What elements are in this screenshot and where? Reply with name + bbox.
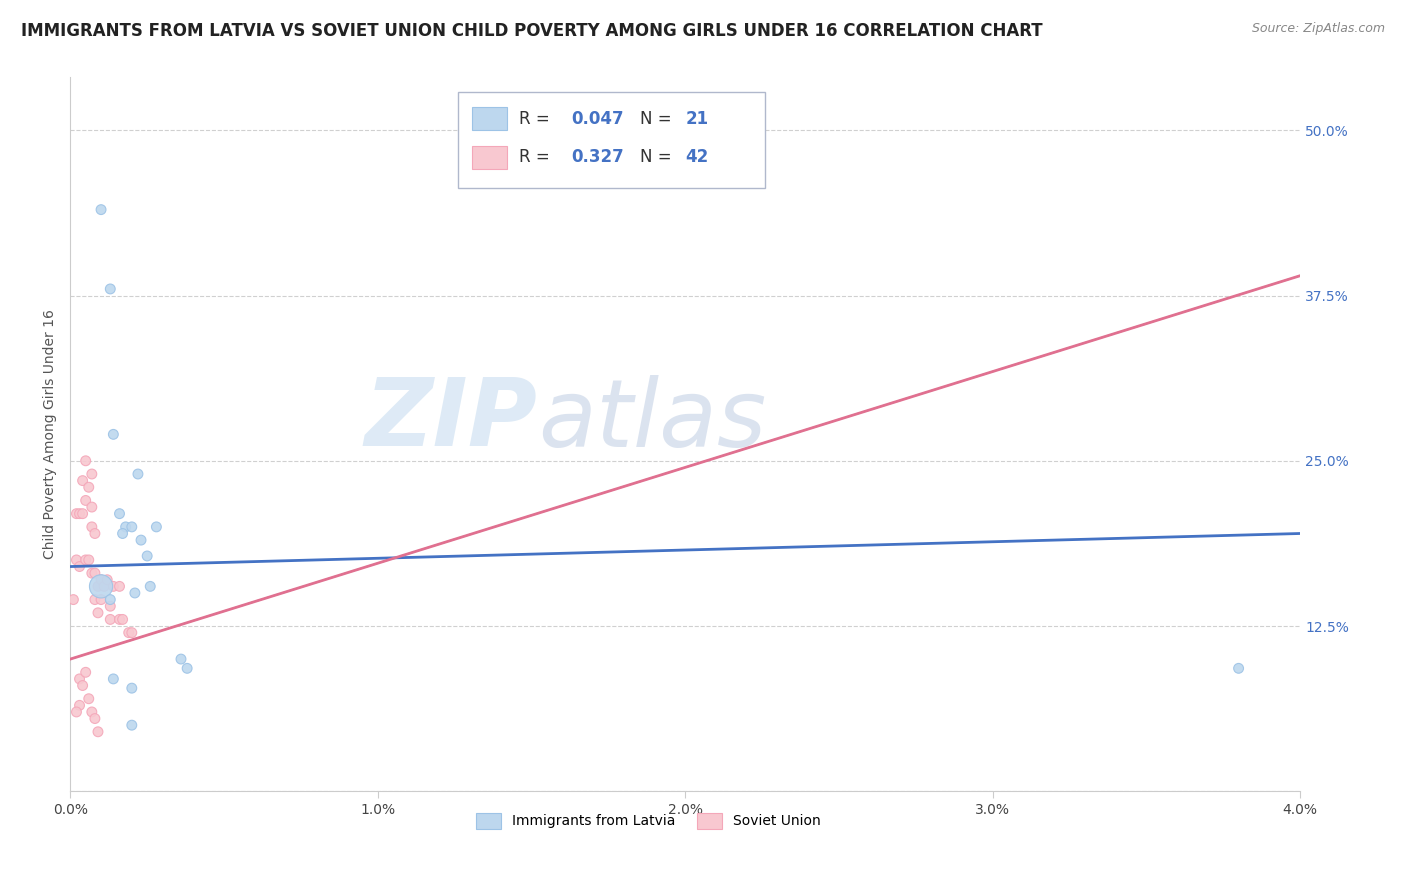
Point [77,480,100,494]
Point [170,652,193,666]
Point [84,526,107,541]
Point [90,573,112,587]
Point [108,579,131,593]
Point [1227,661,1250,675]
Point [129,533,152,547]
Text: 0.327: 0.327 [571,148,624,167]
Point [84,566,107,581]
Point [80,500,103,514]
Point [121,718,143,732]
Point [90,202,112,217]
Text: R =: R = [519,148,555,167]
Point [103,672,125,686]
FancyBboxPatch shape [472,146,508,169]
Point [103,427,125,442]
Point [98,612,121,626]
Text: N =: N = [640,148,676,167]
Point [114,520,136,534]
Text: atlas: atlas [537,375,766,466]
Point [65,553,87,567]
Point [127,467,149,481]
Point [72,507,94,521]
Point [77,691,100,706]
Point [93,579,115,593]
Point [90,579,112,593]
Text: ZIP: ZIP [364,374,537,467]
Point [118,625,141,640]
Point [111,612,134,626]
Y-axis label: Child Poverty Among Girls Under 16: Child Poverty Among Girls Under 16 [44,310,58,559]
Point [136,549,159,563]
Point [80,705,103,719]
Point [103,579,125,593]
Point [98,592,121,607]
Point [108,507,131,521]
Point [65,507,87,521]
Point [98,599,121,614]
Point [121,681,143,695]
Point [124,586,146,600]
Text: N =: N = [640,110,676,128]
Point [84,592,107,607]
Point [121,625,143,640]
Text: 21: 21 [685,110,709,128]
Point [69,672,91,686]
Point [80,467,103,481]
Text: R =: R = [519,110,555,128]
FancyBboxPatch shape [458,92,765,188]
Point [69,507,91,521]
FancyBboxPatch shape [472,107,508,130]
Point [90,592,112,607]
Point [62,592,84,607]
Point [75,665,97,680]
Legend: Immigrants from Latvia, Soviet Union: Immigrants from Latvia, Soviet Union [471,807,825,834]
Point [75,493,97,508]
Point [121,520,143,534]
Point [80,520,103,534]
Point [87,606,110,620]
Point [87,724,110,739]
Text: IMMIGRANTS FROM LATVIA VS SOVIET UNION CHILD POVERTY AMONG GIRLS UNDER 16 CORREL: IMMIGRANTS FROM LATVIA VS SOVIET UNION C… [21,22,1043,40]
Point [139,579,162,593]
Point [176,661,198,675]
Point [87,579,110,593]
Point [69,559,91,574]
Point [111,526,134,541]
Point [75,553,97,567]
Text: 42: 42 [685,148,709,167]
Point [84,712,107,726]
Point [72,679,94,693]
Point [145,520,167,534]
Text: 0.047: 0.047 [571,110,623,128]
Point [65,705,87,719]
Point [72,474,94,488]
Point [75,454,97,468]
Point [69,698,91,713]
Text: Source: ZipAtlas.com: Source: ZipAtlas.com [1251,22,1385,36]
Point [98,282,121,296]
Point [108,612,131,626]
Point [96,573,118,587]
Point [77,553,100,567]
Point [80,566,103,581]
